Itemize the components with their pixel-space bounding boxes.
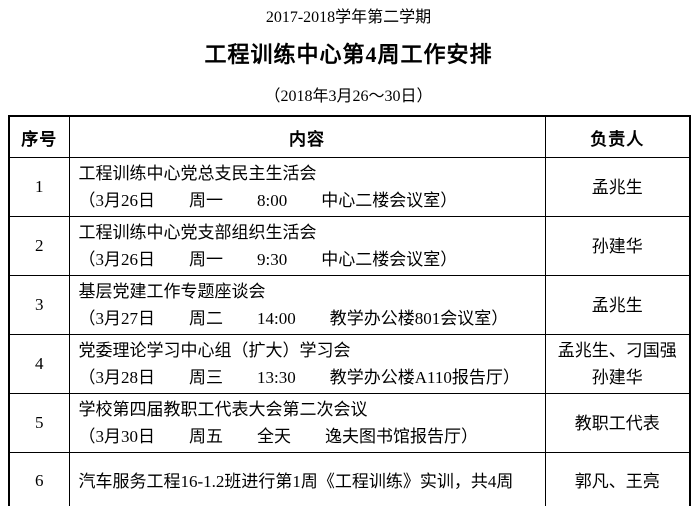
page-title: 工程训练中心第4周工作安排 (204, 42, 493, 67)
table-row: 5 学校第四届教职工代表大会第二次会议 （3月30日 周五 全天 逸夫图书馆报告… (8, 393, 691, 453)
owner-cell: 孙建华 (544, 216, 691, 276)
row-number: 2 (8, 216, 70, 276)
content-line: 学校第四届教职工代表大会第二次会议 (78, 400, 368, 419)
content-line: （3月26日 周一 9:30 中心二楼会议室） (78, 250, 458, 269)
owner-line: 孟兆生 (591, 295, 643, 315)
row-number: 1 (8, 157, 70, 217)
col-header-number: 序号 (8, 115, 70, 158)
content-cell: 工程训练中心党总支民主生活会 （3月26日 周一 8:00 中心二楼会议室） (68, 157, 546, 217)
content-line: 党委理论学习中心组（扩大）学习会 (78, 341, 351, 360)
content-line: 基层党建工作专题座谈会 (78, 282, 266, 301)
row-number: 3 (8, 275, 70, 335)
owner-line: 郭凡、王亮 (574, 471, 660, 491)
content-line: 工程训练中心党总支民主生活会 (78, 164, 317, 183)
table-row: 2 工程训练中心党支部组织生活会 （3月26日 周一 9:30 中心二楼会议室）… (8, 216, 691, 276)
content-cell: 汽车服务工程16-1.2班进行第1周《工程训练》实训，共4周 (68, 452, 546, 506)
semester-text: 2017-2018学年第二学期 (265, 9, 432, 26)
table-row: 4 党委理论学习中心组（扩大）学习会 （3月28日 周三 13:30 教学办公楼… (8, 334, 691, 394)
content-line: （3月26日 周一 8:00 中心二楼会议室） (78, 191, 458, 210)
row-number: 5 (8, 393, 70, 453)
col-header-content: 内容 (68, 115, 546, 158)
content-cell: 学校第四届教职工代表大会第二次会议 （3月30日 周五 全天 逸夫图书馆报告厅） (68, 393, 546, 453)
owner-line: 教职工代表 (574, 413, 660, 433)
content-line: 汽车服务工程16-1.2班进行第1周《工程训练》实训，共4周 (78, 471, 514, 491)
date-range-text: （2018年3月26～30日） (264, 88, 433, 105)
col-header-owner: 负责人 (544, 115, 691, 158)
content-line: 工程训练中心党支部组织生活会 (78, 223, 317, 242)
content-line: （3月27日 周二 14:00 教学办公楼801会议室） (78, 309, 509, 328)
owner-cell: 孟兆生 (544, 275, 691, 335)
owner-line: 孙建华 (591, 368, 643, 387)
content-line: （3月28日 周三 13:30 教学办公楼A110报告厅） (78, 368, 520, 387)
content-cell: 基层党建工作专题座谈会 （3月27日 周二 14:00 教学办公楼801会议室） (68, 275, 546, 335)
owner-cell: 孟兆生、刁国强 孙建华 (544, 334, 691, 394)
row-number: 6 (8, 452, 70, 506)
table-header-row: 序号 内容 负责人 (8, 115, 691, 158)
owner-cell: 孟兆生 (544, 157, 691, 217)
table-row: 1 工程训练中心党总支民主生活会 （3月26日 周一 8:00 中心二楼会议室）… (8, 157, 691, 217)
owner-cell: 教职工代表 (544, 393, 691, 453)
owner-line: 孟兆生、刁国强 (557, 341, 677, 360)
row-number: 4 (8, 334, 70, 394)
document-header: 2017-2018学年第二学期 工程训练中心第4周工作安排 （2018年3月26… (0, 0, 697, 106)
table-row: 3 基层党建工作专题座谈会 （3月27日 周二 14:00 教学办公楼801会议… (8, 275, 691, 335)
owner-line: 孟兆生 (591, 177, 643, 197)
owner-line: 孙建华 (591, 236, 643, 256)
content-cell: 工程训练中心党支部组织生活会 （3月26日 周一 9:30 中心二楼会议室） (68, 216, 546, 276)
content-line: （3月30日 周五 全天 逸夫图书馆报告厅） (78, 427, 479, 446)
table-row: 6 汽车服务工程16-1.2班进行第1周《工程训练》实训，共4周 郭凡、王亮 (8, 452, 691, 506)
schedule-table: 序号 内容 负责人 1 工程训练中心党总支民主生活会 （3月26日 周一 8:0… (8, 115, 691, 506)
owner-cell: 郭凡、王亮 (544, 452, 691, 506)
content-cell: 党委理论学习中心组（扩大）学习会 （3月28日 周三 13:30 教学办公楼A1… (68, 334, 546, 394)
